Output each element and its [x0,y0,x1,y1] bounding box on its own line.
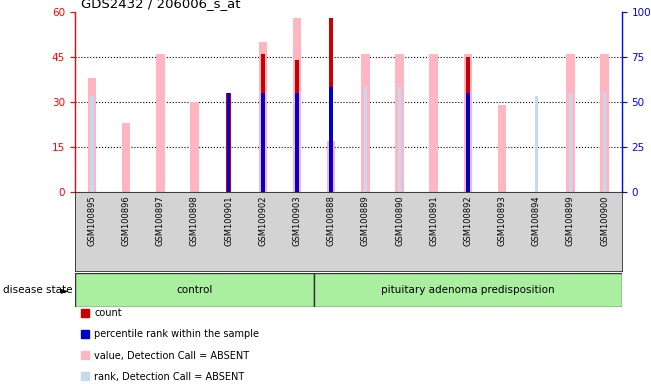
Bar [90,96,94,192]
Bar [293,18,301,192]
Bar [329,87,333,192]
Bar [295,60,299,192]
Bar [395,54,404,192]
Text: GSM100890: GSM100890 [395,195,404,246]
Text: pituitary adenoma predisposition: pituitary adenoma predisposition [381,285,555,295]
Bar [261,93,264,192]
Bar [430,54,438,192]
Bar [88,78,96,192]
Text: GSM100892: GSM100892 [464,195,473,246]
Text: GSM100903: GSM100903 [292,195,301,246]
Bar [190,102,199,192]
Bar [361,54,370,192]
Text: disease state: disease state [3,285,73,295]
Text: GSM100888: GSM100888 [327,195,336,246]
Bar [603,93,606,192]
Text: GSM100896: GSM100896 [122,195,131,246]
Text: GSM100900: GSM100900 [600,195,609,246]
Text: ►: ► [61,285,68,295]
Bar [464,54,472,192]
Text: GSM100895: GSM100895 [87,195,96,246]
Bar [534,96,538,192]
Text: GSM100899: GSM100899 [566,195,575,246]
Text: GSM100891: GSM100891 [429,195,438,246]
Bar [566,54,575,192]
Bar [122,123,130,192]
Text: GSM100898: GSM100898 [190,195,199,246]
Bar [156,54,165,192]
Text: GSM100894: GSM100894 [532,195,541,246]
Text: percentile rank within the sample: percentile rank within the sample [94,329,259,339]
Bar [465,56,470,192]
Bar [364,87,367,192]
Text: count: count [94,308,122,318]
Text: GSM100889: GSM100889 [361,195,370,246]
Text: value, Detection Call = ABSENT: value, Detection Call = ABSENT [94,351,249,361]
Bar [398,87,401,192]
Bar [327,141,335,192]
Bar [258,41,267,192]
Bar [466,93,469,192]
Bar [260,54,265,192]
Bar [227,93,230,192]
Bar [329,18,333,192]
Text: GSM100897: GSM100897 [156,195,165,246]
Text: GSM100893: GSM100893 [497,195,506,246]
Bar [227,93,231,192]
Text: control: control [176,285,213,295]
Bar [75,273,314,307]
Text: rank, Detection Call = ABSENT: rank, Detection Call = ABSENT [94,372,245,382]
Text: GSM100902: GSM100902 [258,195,268,246]
Bar [296,93,299,192]
Bar [314,273,622,307]
Bar [498,105,506,192]
Bar [600,54,609,192]
Text: GSM100901: GSM100901 [224,195,233,246]
Text: GDS2432 / 206006_s_at: GDS2432 / 206006_s_at [81,0,241,10]
Bar [569,93,572,192]
